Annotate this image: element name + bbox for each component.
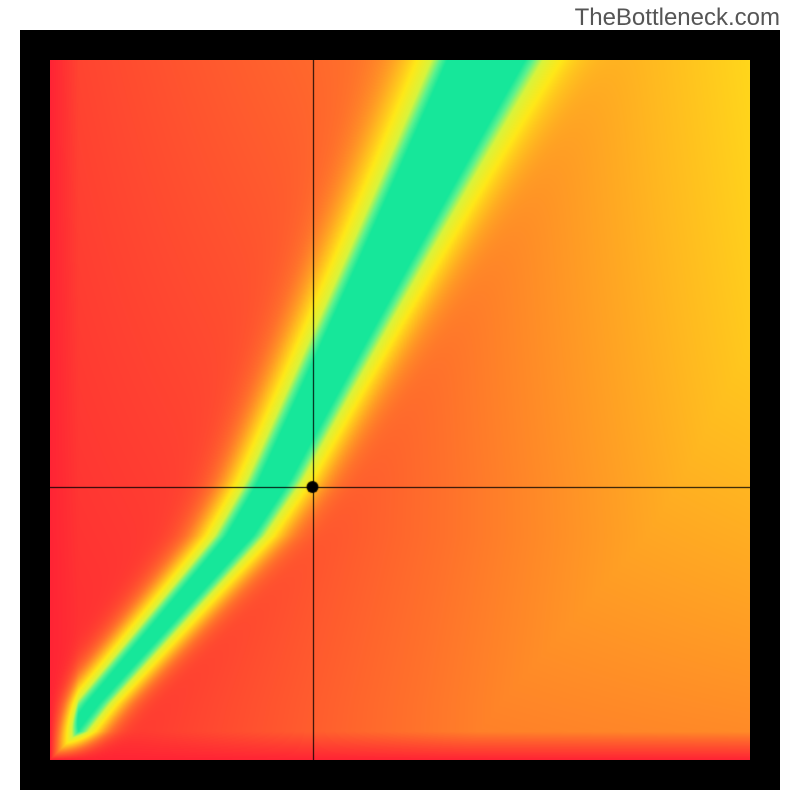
watermark-text: TheBottleneck.com <box>575 4 780 32</box>
page-container: TheBottleneck.com <box>0 0 800 800</box>
crosshair-overlay <box>50 60 750 760</box>
chart-frame <box>20 30 780 790</box>
